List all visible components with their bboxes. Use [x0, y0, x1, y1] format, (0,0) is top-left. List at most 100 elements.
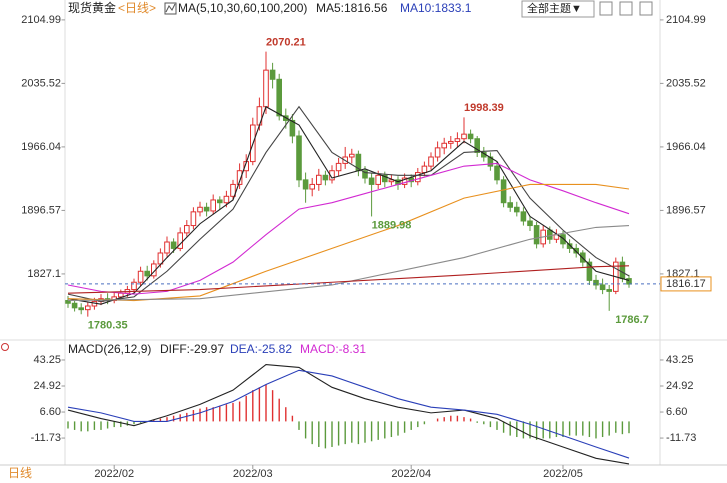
candle-body — [302, 179, 309, 190]
last-price-box — [660, 276, 712, 292]
x-tick-label: 2022/05 — [543, 468, 583, 480]
candle-body — [223, 195, 230, 204]
diff-legend: DIFF:-29.97 — [160, 342, 224, 356]
extreme-label: 1889.98 — [372, 219, 412, 231]
candle-body — [335, 162, 342, 172]
candle-body — [131, 281, 137, 291]
candle-body — [619, 261, 626, 280]
candle-body — [494, 165, 500, 181]
y-tick-label: 2035.52 — [21, 77, 61, 89]
candle-body — [190, 211, 197, 227]
period-label[interactable]: <日线> — [118, 1, 156, 15]
candle-body — [566, 243, 573, 249]
candle-body — [210, 199, 216, 212]
y-tick-label: 1966.04 — [21, 141, 61, 153]
candle-body — [454, 138, 461, 142]
last-price-label: 1816.17 — [666, 278, 706, 290]
y-tick-label: 43.25 — [33, 354, 61, 366]
candle-body — [507, 202, 513, 208]
extreme-label: 2070.21 — [266, 37, 306, 49]
candle-body — [375, 174, 381, 185]
candle-body — [514, 206, 520, 213]
y-tick-label-right: -11.73 — [666, 432, 696, 444]
candle-body — [144, 270, 150, 277]
chart-title: 现货黄金 — [68, 0, 116, 15]
candle-body — [599, 284, 606, 291]
candle-body — [322, 174, 329, 181]
y-tick-label: 2104.99 — [21, 14, 61, 26]
candle-body — [421, 165, 428, 174]
ma10-legend: MA10:1833.1 — [400, 1, 472, 15]
candle-body — [547, 229, 553, 240]
candle-body — [448, 140, 454, 144]
y-tick-label-right: 1896.57 — [666, 204, 706, 216]
ma-icon-line — [165, 3, 176, 13]
candle-body — [137, 270, 144, 283]
candle-body — [263, 69, 269, 108]
candle-body — [236, 170, 243, 185]
candle-body — [533, 225, 540, 245]
candle-body — [118, 292, 124, 298]
y-tick-label-right: 2104.99 — [666, 14, 706, 26]
ma-icon — [164, 2, 177, 15]
macd-line — [67, 364, 630, 465]
macd-value-legend: MACD:-8.31 — [300, 342, 366, 356]
icon-button[interactable] — [599, 1, 613, 16]
candle-body — [520, 211, 527, 222]
candle-body — [269, 69, 276, 80]
candle-body — [296, 135, 302, 181]
theme-button-label[interactable]: 全部主题▼ — [527, 1, 582, 15]
ma-line — [67, 105, 630, 305]
x-tick-label: 2022/02 — [94, 468, 134, 480]
candle-body — [309, 183, 315, 190]
x-tick-label: 2022/04 — [391, 468, 431, 480]
candle-body — [289, 119, 296, 137]
candle-body — [527, 220, 533, 227]
candle-body — [78, 307, 85, 311]
macd-legend: MACD(26,12,9) — [68, 342, 151, 356]
candle-body — [593, 279, 599, 286]
theme-button[interactable] — [521, 0, 595, 18]
y-tick-label: 1827.1 — [27, 268, 61, 280]
y-tick-label: 6.60 — [40, 406, 61, 418]
candle-body — [586, 261, 593, 281]
candle-body — [467, 133, 474, 140]
candle-body — [203, 206, 210, 212]
candle-body — [170, 241, 177, 249]
crosshair-icon — [1, 343, 9, 351]
candle-body — [382, 174, 388, 183]
bottom-period-label[interactable]: 日线 — [8, 466, 32, 480]
ma5-legend: MA5:1816.56 — [316, 1, 388, 15]
candle-body — [184, 225, 190, 234]
candle-body — [415, 172, 421, 183]
candle-body — [441, 142, 447, 149]
extreme-label: 1786.7 — [615, 314, 649, 326]
candle-body — [368, 177, 375, 185]
candle-body — [606, 289, 613, 292]
y-tick-label: -11.73 — [31, 432, 61, 444]
ma-line — [67, 162, 630, 295]
candle-body — [388, 179, 395, 183]
candle-body — [164, 241, 170, 254]
x-tick-label: 2022/03 — [233, 468, 273, 480]
y-tick-label-right: 2035.52 — [666, 77, 706, 89]
candle-body — [177, 232, 183, 249]
candle-body — [85, 305, 91, 311]
icon-button[interactable] — [619, 1, 633, 16]
candle-body — [461, 133, 467, 140]
candle-body — [362, 170, 368, 179]
candle-body — [573, 247, 580, 254]
y-tick-label: 24.92 — [33, 380, 61, 392]
dea-legend: DEA:-25.82 — [230, 342, 292, 356]
icon-button[interactable] — [639, 1, 653, 16]
y-tick-label-right: 24.92 — [666, 380, 694, 392]
candle-body — [217, 199, 223, 204]
ma-line — [67, 105, 630, 302]
candle-body — [71, 302, 78, 309]
ma-line — [67, 183, 630, 302]
ma-line — [67, 225, 630, 302]
y-tick-label: 1896.57 — [21, 204, 61, 216]
candle-body — [560, 234, 566, 245]
candle-body — [474, 138, 480, 153]
